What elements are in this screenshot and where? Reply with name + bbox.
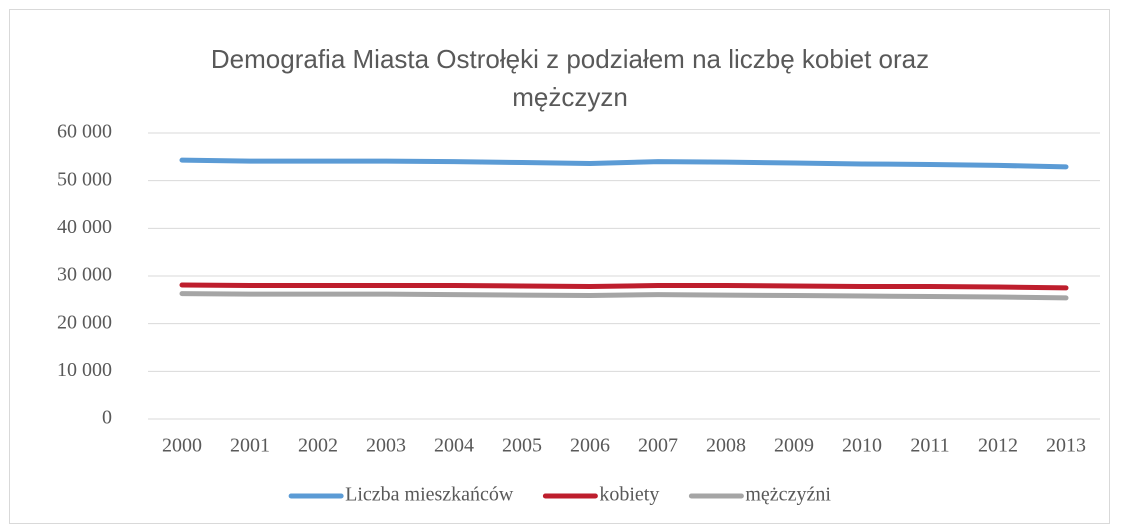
- x-tick-label: 2000: [162, 435, 202, 457]
- x-tick-label: 2008: [706, 435, 746, 457]
- x-tick-label: 2013: [1046, 435, 1086, 457]
- x-tick-label: 2006: [570, 435, 610, 457]
- legend-label: mężczyźni: [745, 484, 831, 506]
- x-tick-label: 2012: [978, 435, 1018, 457]
- x-tick-label: 2004: [434, 435, 474, 457]
- legend-label: Liczba mieszkańców: [345, 484, 514, 506]
- y-tick-label: 60 000: [57, 121, 112, 143]
- series-line: [179, 157, 1069, 170]
- chart-frame: [9, 9, 1110, 524]
- y-tick-label: 30 000: [57, 264, 112, 286]
- chart-title: Demografia Miasta Ostrołęki z podziałem …: [210, 44, 930, 112]
- y-tick-label: 10 000: [57, 359, 112, 381]
- series-line: [179, 291, 1069, 301]
- y-tick-label: 40 000: [57, 216, 112, 238]
- x-tick-label: 2003: [366, 435, 406, 457]
- x-tick-label: 2009: [774, 435, 814, 457]
- x-tick-label: 2007: [638, 435, 678, 457]
- x-tick-label: 2005: [502, 435, 542, 457]
- series-line: [179, 282, 1069, 291]
- x-tick-label: 2002: [298, 435, 338, 457]
- x-tick-label: 2010: [842, 435, 882, 457]
- x-tick-label: 2001: [230, 435, 270, 457]
- y-tick-label: 0: [102, 407, 112, 429]
- legend-label: kobiety: [599, 484, 659, 506]
- y-tick-label: 20 000: [57, 311, 112, 333]
- x-tick-label: 2011: [910, 435, 949, 457]
- y-tick-label: 50 000: [57, 168, 112, 190]
